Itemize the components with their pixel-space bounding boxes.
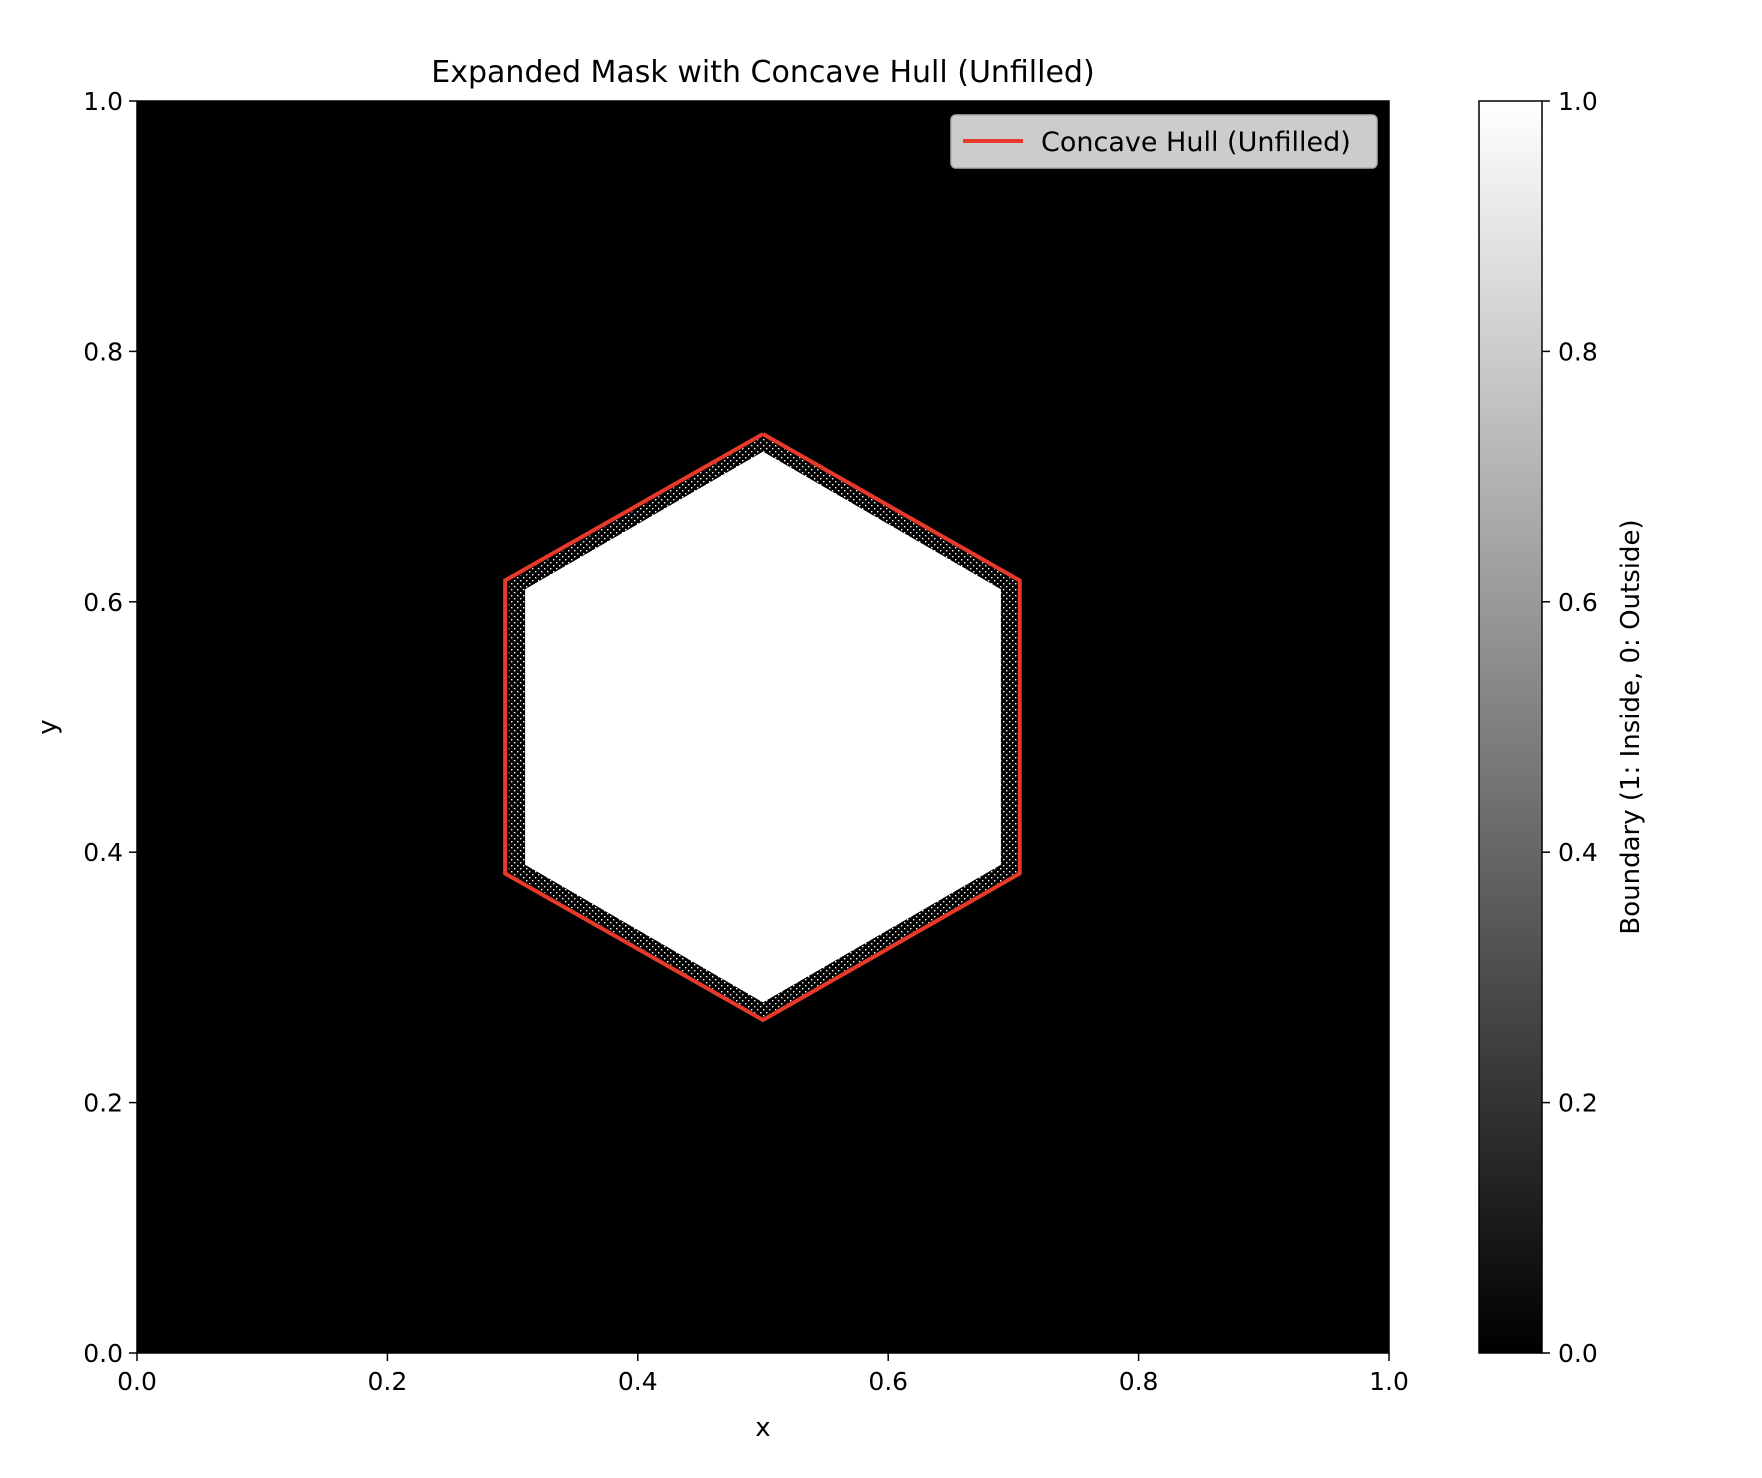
legend: Concave Hull (Unfilled) — [950, 114, 1378, 169]
x-tick-label: 0.2 — [368, 1367, 408, 1396]
series-layer — [503, 432, 1022, 1023]
legend-label-concave-hull: Concave Hull (Unfilled) — [1041, 127, 1351, 158]
x-axis-label: x — [755, 1413, 770, 1443]
y-tick-label: 0.4 — [83, 838, 123, 867]
x-tick-label: 0.0 — [117, 1367, 157, 1396]
y-tick-label: 0.6 — [83, 588, 123, 617]
colorbar-tick-label: 0.8 — [1558, 337, 1598, 366]
y-tick-label: 0.0 — [83, 1339, 123, 1368]
plot-area — [136, 100, 1390, 1354]
mask-image — [508, 436, 1018, 1018]
colorbar-label: Boundary (1: Inside, 0: Outside) — [1616, 519, 1646, 934]
colorbar-tick-label: 0.6 — [1558, 588, 1598, 617]
y-tick-label: 0.8 — [83, 337, 123, 366]
x-tick-label: 1.0 — [1369, 1367, 1409, 1396]
x-tick-label: 0.8 — [1119, 1367, 1159, 1396]
x-tick-label: 0.4 — [618, 1367, 658, 1396]
colorbar-tick-label: 0.4 — [1558, 838, 1598, 867]
legend-box — [950, 114, 1378, 169]
mask-inside-region — [525, 451, 1001, 1003]
y-tick-label: 1.0 — [83, 87, 123, 116]
series-line-concave-hull — [503, 432, 1022, 1023]
chart-title: Expanded Mask with Concave Hull (Unfille… — [431, 55, 1094, 90]
colorbar-tick-label: 0.0 — [1558, 1339, 1598, 1368]
colorbar-gradient — [1478, 100, 1543, 1354]
x-axis-ticks: 0.0 0.2 0.4 0.6 0.8 1.0 — [117, 1353, 1409, 1396]
y-axis-label: y — [33, 719, 63, 734]
x-tick-label: 0.6 — [868, 1367, 908, 1396]
colorbar-ticks: 0.0 0.2 0.4 0.6 0.8 1.0 — [1542, 87, 1598, 1368]
y-tick-label: 0.2 — [83, 1089, 123, 1118]
colorbar-tick-label: 0.2 — [1558, 1089, 1598, 1118]
colorbar-tick-label: 1.0 — [1558, 87, 1598, 116]
y-axis-ticks: 0.0 0.2 0.4 0.6 0.8 1.0 — [83, 87, 137, 1368]
plot-frame — [136, 100, 1390, 1354]
colorbar: 0.0 0.2 0.4 0.6 0.8 1.0 Boundary (1: Inside, … — [1478, 87, 1646, 1368]
